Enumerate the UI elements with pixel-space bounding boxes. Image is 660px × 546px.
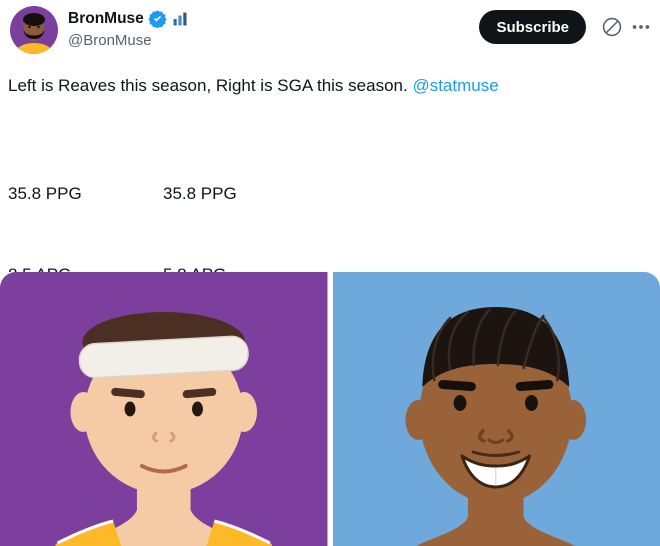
circle-slash-icon[interactable] (601, 16, 623, 38)
avatar-illustration (10, 6, 58, 54)
subscribe-button[interactable]: Subscribe (479, 10, 586, 44)
reaves-illustration (0, 272, 328, 546)
stat-line: 35.8 PPG (8, 184, 82, 203)
avatar[interactable] (10, 6, 58, 54)
more-icon[interactable] (630, 16, 652, 38)
tweet-media (0, 272, 660, 546)
tweet-text-plain: Left is Reaves this season, Right is SGA… (8, 76, 413, 95)
verified-badge-icon (148, 10, 167, 28)
tweet-image-right[interactable] (332, 272, 660, 546)
user-handle: @BronMuse (68, 32, 152, 49)
tweet-image-left[interactable] (0, 272, 328, 546)
tweet-text: Left is Reaves this season, Right is SGA… (8, 74, 648, 98)
mention-link[interactable]: @statmuse (412, 76, 499, 95)
bar-chart-icon (173, 12, 187, 25)
sga-illustration (332, 272, 660, 546)
display-name[interactable]: BronMuse (68, 9, 144, 27)
stat-line: 35.8 PPG (163, 184, 237, 203)
name-row: BronMuse (68, 9, 188, 28)
